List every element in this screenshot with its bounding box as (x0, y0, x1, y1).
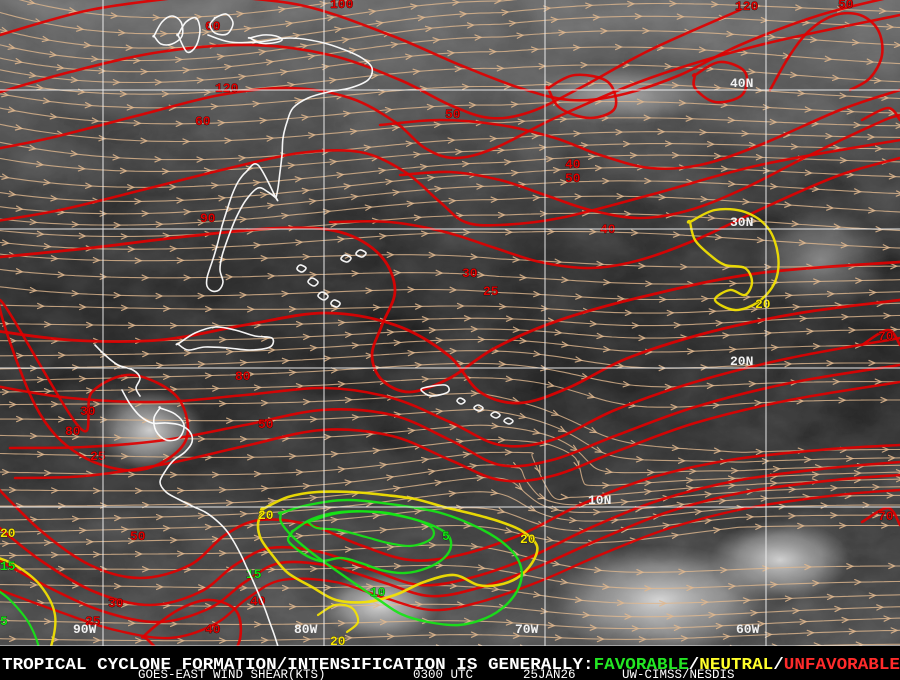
svg-text:15: 15 (0, 559, 16, 574)
svg-text:80: 80 (65, 424, 81, 439)
svg-text:50: 50 (565, 171, 581, 186)
svg-text:0300 UTC: 0300 UTC (413, 668, 473, 680)
svg-text:50: 50 (258, 417, 274, 432)
svg-text:10N: 10N (588, 493, 611, 508)
svg-text:50: 50 (445, 107, 461, 122)
svg-text:90: 90 (200, 211, 216, 226)
svg-text:30: 30 (80, 404, 96, 419)
svg-text:100: 100 (330, 0, 354, 12)
svg-text:25: 25 (483, 284, 499, 299)
svg-text:40: 40 (565, 157, 581, 172)
svg-text:20: 20 (258, 508, 274, 523)
svg-text:20: 20 (755, 297, 771, 312)
svg-text:60: 60 (195, 114, 211, 129)
svg-text:70W: 70W (515, 622, 539, 637)
svg-text:25JAN26: 25JAN26 (523, 668, 576, 680)
svg-text:5: 5 (442, 529, 450, 544)
svg-text:20N: 20N (730, 354, 753, 369)
svg-text:70: 70 (878, 329, 894, 344)
svg-text:50: 50 (130, 529, 146, 544)
svg-text:40: 40 (205, 622, 221, 637)
svg-text:80W: 80W (294, 622, 318, 637)
svg-text:30: 30 (108, 596, 124, 611)
svg-text:30: 30 (462, 266, 478, 281)
svg-text:GOES-EAST WIND SHEAR(KTS): GOES-EAST WIND SHEAR(KTS) (138, 668, 326, 680)
svg-text:50: 50 (838, 0, 854, 12)
svg-text:120: 120 (735, 0, 759, 14)
svg-text:10: 10 (370, 585, 386, 600)
svg-text:90W: 90W (73, 622, 97, 637)
svg-text:20: 20 (0, 526, 16, 541)
svg-text:120: 120 (215, 81, 239, 96)
svg-text:UW-CIMSS/NESDIS: UW-CIMSS/NESDIS (622, 668, 735, 680)
svg-text:70: 70 (878, 509, 894, 524)
svg-text:20: 20 (520, 532, 536, 547)
svg-text:80: 80 (235, 369, 251, 384)
svg-text:30N: 30N (730, 215, 753, 230)
svg-text:40N: 40N (730, 76, 753, 91)
svg-text:60W: 60W (736, 622, 760, 637)
svg-text:5: 5 (0, 614, 8, 629)
